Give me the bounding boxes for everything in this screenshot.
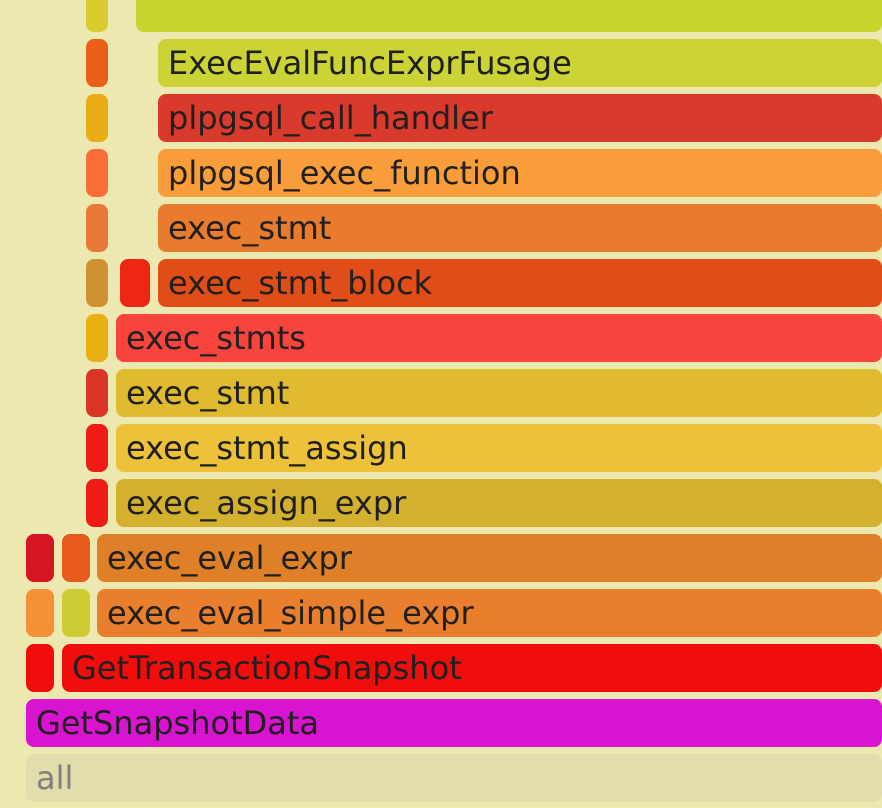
flame-frame[interactable]: exec_stmt (116, 369, 882, 417)
flame-frame[interactable]: exec_eval_simple_expr (97, 589, 882, 637)
flame-frame[interactable]: ExecEvalFuncExprFusage (158, 39, 882, 87)
flame-frame-label: exec_eval_expr (107, 539, 352, 577)
flame-frame[interactable]: GetSnapshotData (26, 699, 882, 747)
flame-frame-label: exec_stmt (168, 209, 331, 247)
flame-frame[interactable] (86, 204, 108, 252)
flame-frame[interactable] (86, 369, 108, 417)
flame-frame-label: exec_eval_simple_expr (107, 594, 474, 632)
flame-frame-label: exec_stmt_block (168, 264, 432, 302)
flame-frame-label: exec_stmt_assign (126, 429, 408, 467)
flame-frame-label: exec_stmt (126, 374, 289, 412)
flame-frame[interactable] (86, 259, 108, 307)
flame-frame[interactable] (86, 0, 108, 32)
flame-frame-label: exec_stmts (126, 319, 306, 357)
flame-frame[interactable] (86, 424, 108, 472)
flame-frame[interactable] (62, 534, 90, 582)
flame-frame-label: exec_assign_expr (126, 484, 406, 522)
flame-frame[interactable] (26, 534, 54, 582)
flamegraph-stage: all GetSnapshotData GetTransactionSnapshot… (0, 0, 882, 808)
flame-frame[interactable] (86, 39, 108, 87)
flame-frame-label: plpgsql_exec_function (168, 154, 521, 192)
flame-frame[interactable]: all (26, 754, 882, 802)
flame-frame[interactable]: exec_assign_expr (116, 479, 882, 527)
flame-frame[interactable] (26, 589, 54, 637)
flame-frame-label: plpgsql_call_handler (168, 99, 493, 137)
flame-frame[interactable] (86, 314, 108, 362)
flame-frame-label: GetSnapshotData (36, 704, 319, 742)
flame-frame[interactable]: plpgsql_call_handler (158, 94, 882, 142)
flame-frame[interactable] (26, 644, 54, 692)
flame-frame[interactable]: exec_stmts (116, 314, 882, 362)
flame-frame[interactable] (86, 149, 108, 197)
flame-frame-label: GetTransactionSnapshot (72, 649, 462, 687)
flame-frame[interactable]: exec_stmt_assign (116, 424, 882, 472)
flame-frame[interactable] (86, 94, 108, 142)
flame-frame[interactable]: plpgsql_exec_function (158, 149, 882, 197)
flame-frame[interactable] (120, 259, 150, 307)
flame-frame[interactable] (86, 479, 108, 527)
flame-frame[interactable]: GetTransactionSnapshot (62, 644, 882, 692)
flame-frame[interactable] (136, 0, 882, 32)
flame-frame[interactable]: exec_eval_expr (97, 534, 882, 582)
flame-frame[interactable]: exec_stmt (158, 204, 882, 252)
flame-frame[interactable] (62, 589, 90, 637)
flame-frame-label: all (36, 759, 73, 797)
flame-frame-label: ExecEvalFuncExprFusage (168, 44, 572, 82)
flame-frame[interactable]: exec_stmt_block (158, 259, 882, 307)
